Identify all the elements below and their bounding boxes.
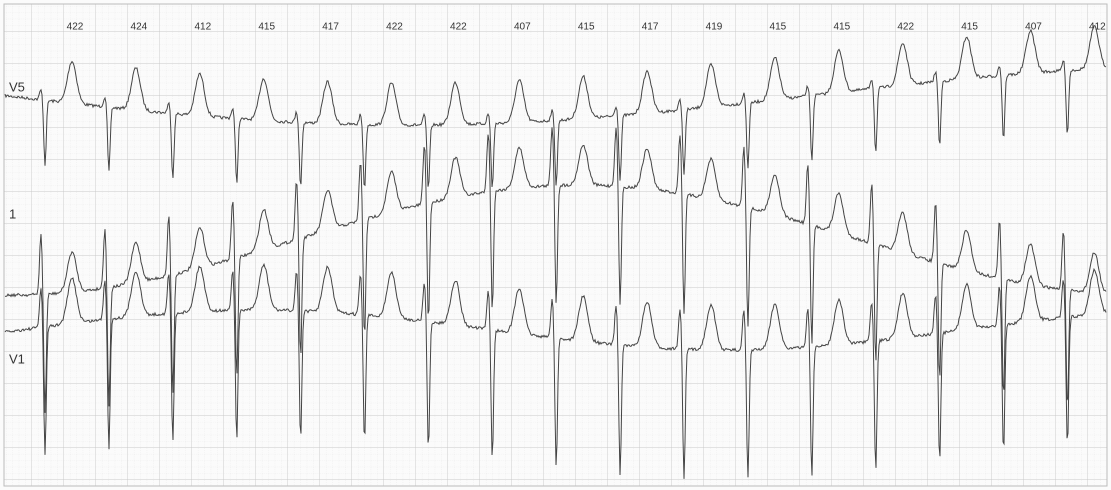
interval-label: 415 [578, 22, 595, 33]
interval-label: 407 [514, 22, 531, 33]
interval-label: 415 [258, 22, 275, 33]
interval-label: 407 [1025, 22, 1042, 33]
interval-label: 412 [1089, 22, 1106, 33]
interval-label: 415 [833, 22, 850, 33]
interval-label: 417 [322, 22, 339, 33]
interval-label: 417 [642, 22, 659, 33]
interval-label: 422 [450, 22, 467, 33]
lead-label: 1 [9, 206, 16, 221]
interval-label: 412 [194, 22, 211, 33]
interval-label: 415 [961, 22, 978, 33]
interval-label: 419 [706, 22, 723, 33]
interval-label: 422 [67, 22, 84, 33]
ecg-strip: 422 424 412 415 417 422 422 407 415 417 419 415 415 4… [0, 0, 1111, 490]
lead-label: V5 [9, 79, 25, 94]
interval-label: 415 [770, 22, 787, 33]
interval-label: 424 [131, 22, 148, 33]
interval-label: 422 [386, 22, 403, 33]
lead-label: V1 [9, 351, 25, 366]
interval-label: 422 [897, 22, 914, 33]
